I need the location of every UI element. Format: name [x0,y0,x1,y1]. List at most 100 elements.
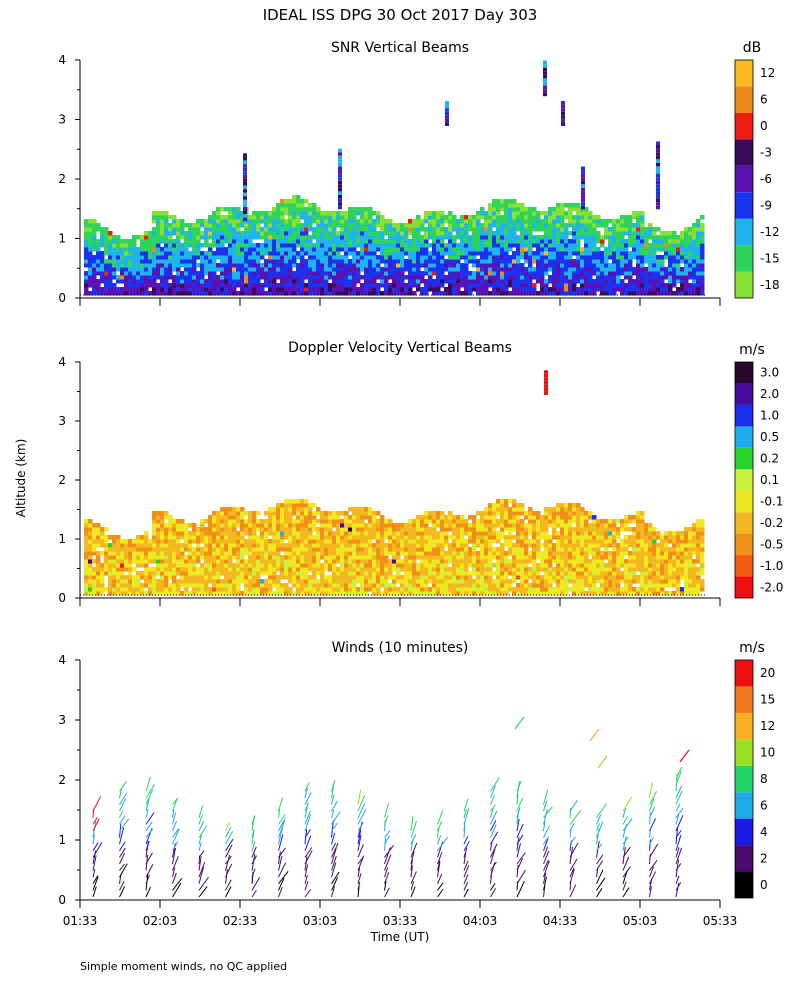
heatmap-cell [432,219,437,224]
heatmap-cell [256,551,261,556]
heatmap-cell [160,223,165,228]
heatmap-cell [288,203,293,208]
heatmap-cell [108,571,113,576]
heatmap-cell [460,251,465,256]
heatmap-cell [92,291,97,296]
heatmap-cell [360,255,365,260]
heatmap-cell [292,223,297,228]
heatmap-cell [316,287,321,292]
heatmap-cell [140,539,145,544]
heatmap-cell [372,263,377,268]
heatmap-cell [264,211,269,216]
heatmap-cell [160,263,165,268]
heatmap-cell [296,223,301,228]
heatmap-cell [632,251,637,256]
heatmap-cell [332,535,337,540]
heatmap-cell [116,571,121,576]
heatmap-cell [356,211,361,216]
heatmap-cell [116,255,121,260]
heatmap-cell [648,251,653,256]
heatmap-cell [288,571,293,576]
heatmap-cell [296,527,301,532]
heatmap-cell [392,591,397,596]
heatmap-cell [436,583,441,588]
heatmap-cell [84,287,89,292]
heatmap-cell [200,523,205,528]
heatmap-cell [176,583,181,588]
heatmap-cell [696,287,701,292]
heatmap-cell [440,551,445,556]
heatmap-cell [452,563,457,568]
heatmap-cell [620,215,625,220]
heatmap-cell [184,231,189,236]
heatmap-cell [84,255,89,260]
heatmap-cell [256,511,261,516]
heatmap-cell [440,247,445,252]
heatmap-cell [228,239,233,244]
heatmap-cell [348,231,353,236]
heatmap-cell [444,523,449,528]
heatmap-cell [512,251,517,256]
heatmap-cell [112,255,117,260]
heatmap-cell [352,235,357,240]
heatmap-cell [584,275,589,280]
heatmap-cell [116,251,121,256]
heatmap-cell [656,287,661,292]
heatmap-cell [528,275,533,280]
heatmap-cell [280,243,285,248]
heatmap-cell [612,267,617,272]
heatmap-cell [560,219,565,224]
heatmap-cell [672,235,677,240]
heatmap-cell [444,251,449,256]
heatmap-cell [140,547,145,552]
heatmap-cell [232,523,237,528]
heatmap-cell [664,231,669,236]
heatmap-cell [396,231,401,236]
heatmap-cell [344,551,349,556]
heatmap-cell [328,583,333,588]
heatmap-cell [316,283,321,288]
heatmap-cell [316,563,321,568]
heatmap-cell [616,263,621,268]
heatmap-cell [668,271,673,276]
heatmap-cell [184,247,189,252]
heatmap-cell [364,275,369,280]
heatmap-cell [224,507,229,512]
heatmap-cell [116,559,121,564]
heatmap-cell [252,575,257,580]
heatmap-cell [300,551,305,556]
heatmap-cell [312,543,317,548]
heatmap-cell [448,559,453,564]
heatmap-cell [608,243,613,248]
heatmap-cell [428,283,433,288]
heatmap-cell [264,519,269,524]
heatmap-cell [264,539,269,544]
heatmap-cell [324,239,329,244]
heatmap-cell [120,547,125,552]
heatmap-cell [588,275,593,280]
heatmap-cell [532,243,537,248]
heatmap-cell [216,559,221,564]
heatmap-cell [368,207,373,212]
heatmap-cell [700,279,705,284]
heatmap-cell [488,207,493,212]
heatmap-cell [436,255,441,260]
heatmap-cell [140,283,145,288]
heatmap-cell [216,519,221,524]
heatmap-cell [240,271,245,276]
heatmap-cell [524,207,529,212]
heatmap-cell [256,279,261,284]
heatmap-cell [468,215,473,220]
heatmap-cell [168,275,173,280]
heatmap-cell [328,575,333,580]
heatmap-cell [348,211,353,216]
heatmap-cell [208,227,213,232]
heatmap-cell [340,587,345,592]
heatmap-cell [172,527,177,532]
heatmap-cell [424,567,429,572]
heatmap-cell [136,247,141,252]
heatmap-cell [340,215,345,220]
heatmap-cell [292,195,297,200]
heatmap-cell [448,511,453,516]
heatmap-cell [184,255,189,260]
